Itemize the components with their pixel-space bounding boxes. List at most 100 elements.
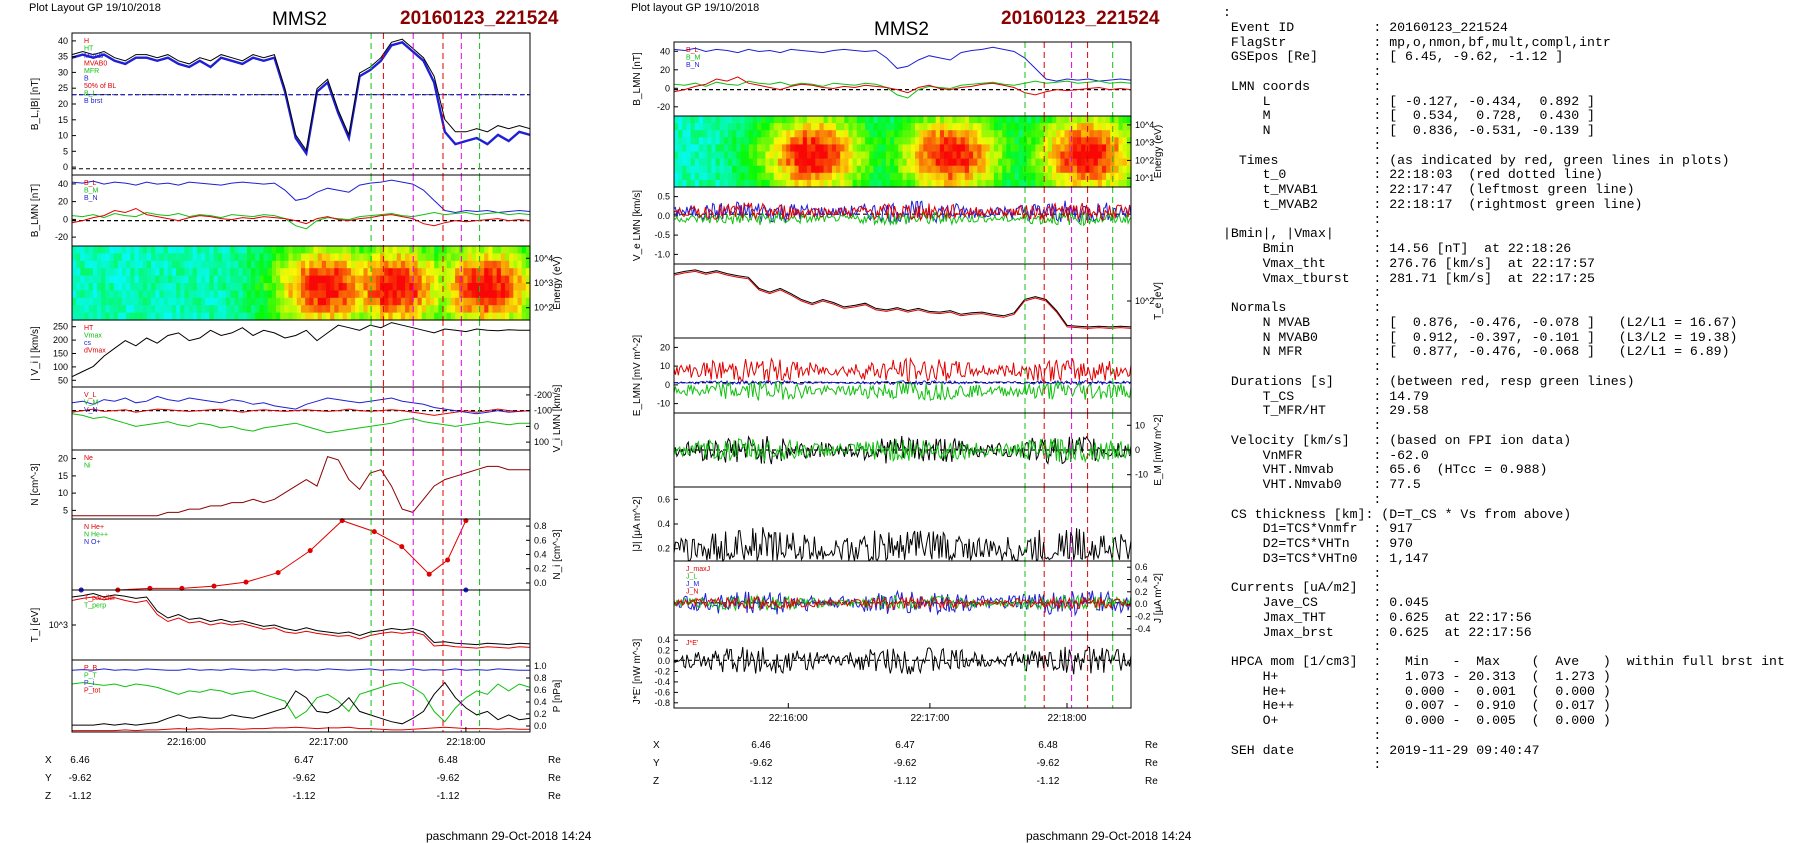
heatmap-cell bbox=[134, 260, 140, 269]
heatmap-cell bbox=[122, 283, 127, 291]
info-line: VnMFR : -62.0 bbox=[1223, 447, 1429, 463]
heatmap-cell bbox=[97, 260, 102, 269]
heatmap-cell bbox=[769, 172, 775, 181]
heatmap-cell bbox=[346, 297, 352, 306]
heatmap-cell bbox=[284, 253, 290, 262]
heatmap-cell bbox=[326, 297, 331, 306]
coord-value: -1.12 bbox=[69, 791, 92, 802]
heatmap-cell bbox=[371, 260, 377, 269]
heatmap-cell bbox=[827, 172, 833, 181]
heatmap-cell bbox=[109, 275, 115, 284]
heatmap-cell bbox=[794, 151, 800, 160]
heatmap-cell bbox=[1002, 144, 1007, 153]
heatmap-cell bbox=[405, 297, 410, 306]
heatmap-cell bbox=[380, 290, 385, 299]
heatmap-cell bbox=[1002, 137, 1007, 145]
heatmap-cell bbox=[117, 290, 123, 299]
heatmap-cell bbox=[1010, 130, 1016, 138]
heatmap-cell bbox=[923, 144, 929, 153]
heatmap-cell bbox=[678, 116, 683, 124]
heatmap-cell bbox=[790, 144, 796, 153]
heatmap-cell bbox=[180, 268, 186, 277]
heatmap-cell bbox=[159, 290, 165, 299]
heatmap-cell bbox=[989, 165, 995, 174]
heatmap-cell bbox=[732, 179, 737, 188]
heatmap-cell bbox=[757, 137, 762, 145]
heatmap-cell bbox=[434, 297, 439, 306]
heatmap-cell bbox=[151, 260, 156, 269]
heatmap-cell bbox=[280, 283, 285, 291]
heatmap-cell bbox=[76, 246, 81, 254]
heatmap-cell bbox=[151, 312, 156, 321]
heatmap-cell bbox=[761, 137, 766, 145]
heatmap-cell bbox=[707, 137, 712, 145]
heatmap-cell bbox=[292, 260, 298, 269]
heatmap-cell bbox=[719, 123, 725, 131]
heatmap-cell bbox=[794, 172, 800, 181]
heatmap-cell bbox=[877, 165, 883, 174]
heatmap-cell bbox=[894, 130, 899, 138]
y-tick-label: 0.6 bbox=[657, 494, 670, 504]
heatmap-cell bbox=[246, 260, 252, 269]
heatmap-cell bbox=[840, 116, 845, 124]
heatmap-cell bbox=[72, 283, 77, 291]
heatmap-cell bbox=[255, 312, 260, 321]
heatmap-cell bbox=[355, 297, 360, 306]
heatmap-cell bbox=[101, 246, 106, 254]
heatmap-cell bbox=[459, 260, 464, 269]
heatmap-cell bbox=[998, 172, 1003, 181]
heatmap-cell bbox=[246, 297, 252, 306]
heatmap-cell bbox=[948, 137, 953, 145]
heatmap-cell bbox=[1031, 165, 1037, 174]
heatmap-cell bbox=[463, 253, 469, 262]
heatmap-cell bbox=[484, 268, 489, 277]
heatmap-cell bbox=[167, 253, 173, 262]
heatmap-cell bbox=[92, 305, 98, 314]
heatmap-cell bbox=[798, 172, 804, 181]
heatmap-cell bbox=[723, 151, 729, 160]
heatmap-cell bbox=[898, 172, 904, 181]
heatmap-cell bbox=[939, 172, 945, 181]
heatmap-cell bbox=[434, 275, 439, 284]
heatmap-cell bbox=[790, 179, 796, 188]
heatmap-cell bbox=[217, 283, 223, 291]
heatmap-cell bbox=[1101, 151, 1107, 160]
coord-value: -1.12 bbox=[1037, 776, 1060, 787]
heatmap-cell bbox=[238, 275, 244, 284]
heatmap-cell bbox=[471, 297, 477, 306]
heatmap-cell bbox=[1089, 130, 1095, 138]
panel-M7: 0.20.40.6|J| [μA m^-2] bbox=[632, 486, 1132, 563]
heatmap-cell bbox=[471, 305, 477, 314]
heatmap-cell bbox=[690, 158, 696, 167]
legend-entry: MFR bbox=[84, 68, 99, 75]
heatmap-cell bbox=[438, 312, 444, 321]
heatmap-cell bbox=[761, 165, 766, 174]
heatmap-cell bbox=[707, 172, 712, 181]
heatmap-cell bbox=[765, 165, 771, 174]
heatmap-cell bbox=[134, 297, 140, 306]
heatmap-cell bbox=[313, 297, 319, 306]
heatmap-cell bbox=[869, 123, 875, 131]
heatmap-cell bbox=[226, 283, 231, 291]
heatmap-cell bbox=[1047, 116, 1053, 124]
heatmap-cell bbox=[180, 297, 186, 306]
heatmap-cell bbox=[952, 116, 958, 124]
heatmap-cell bbox=[827, 179, 833, 188]
heatmap-cell bbox=[831, 116, 837, 124]
heatmap-cell bbox=[159, 260, 165, 269]
y-axis-label: B_LMN [nT] bbox=[632, 52, 643, 106]
heatmap-cell bbox=[217, 268, 223, 277]
heatmap-cell bbox=[711, 137, 717, 145]
heatmap-cell bbox=[915, 179, 920, 188]
legend-entry: B_N bbox=[84, 195, 98, 202]
heatmap-cell bbox=[1006, 130, 1012, 138]
heatmap-cell bbox=[113, 283, 119, 291]
coord-row-label: Y bbox=[653, 758, 660, 769]
heatmap-cell bbox=[171, 312, 177, 321]
heatmap-cell bbox=[492, 253, 498, 262]
heatmap-cell bbox=[467, 275, 473, 284]
heatmap-cell bbox=[873, 165, 879, 174]
heatmap-cell bbox=[525, 297, 531, 306]
heatmap-cell bbox=[226, 268, 231, 277]
